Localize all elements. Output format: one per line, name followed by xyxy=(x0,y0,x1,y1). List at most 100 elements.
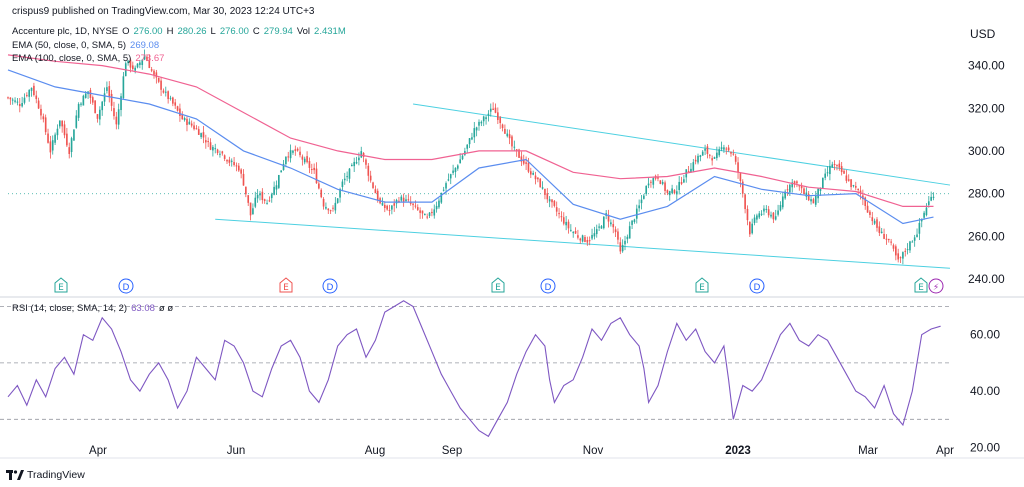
candle-body xyxy=(482,116,485,122)
candle-body xyxy=(675,191,678,195)
candle-body xyxy=(320,189,323,198)
candle-body xyxy=(887,238,890,241)
candle-body xyxy=(386,205,388,210)
candle-body xyxy=(381,202,384,206)
candle-body xyxy=(353,161,356,167)
event-marker-dividend: D xyxy=(749,278,765,294)
candle-body xyxy=(157,77,160,82)
candle-body xyxy=(932,196,935,198)
rsi-legend[interactable]: RSI (14, close, SMA, 14, 2) 63.08 ø ø xyxy=(12,303,177,314)
candle-body xyxy=(497,112,499,120)
candle-body xyxy=(878,226,881,233)
candle-body xyxy=(398,200,400,202)
candle-body xyxy=(96,114,99,119)
candle-body xyxy=(824,173,827,178)
candle-body xyxy=(829,165,831,175)
candle-body xyxy=(263,199,266,201)
candle-body xyxy=(282,163,285,171)
candle-body xyxy=(925,207,928,216)
candle-body xyxy=(600,226,603,229)
candle-body xyxy=(772,212,775,220)
publisher-line: crispus9 published on TradingView.com, M… xyxy=(12,6,315,17)
candle-body xyxy=(786,189,789,191)
candle-body xyxy=(77,104,80,118)
event-label: D xyxy=(545,283,552,293)
candle-body xyxy=(327,208,330,211)
ohlc-l: 276.00 xyxy=(219,26,249,37)
candle-body xyxy=(202,132,205,138)
candle-body xyxy=(579,238,582,241)
candle-body xyxy=(343,178,346,181)
candle-body xyxy=(873,220,876,224)
candle-body xyxy=(456,165,459,169)
candle-body xyxy=(713,157,716,159)
tradingview-footer[interactable]: TradingView xyxy=(6,469,85,481)
ohlc-h-label: H xyxy=(166,26,174,37)
candle-body xyxy=(172,97,174,104)
candle-body xyxy=(28,90,31,97)
ema50-legend[interactable]: EMA (50, close, 0, SMA, 5) 269.08 xyxy=(12,40,163,51)
candle-body xyxy=(424,214,426,216)
candle-body xyxy=(758,213,761,218)
candle-body xyxy=(857,189,859,191)
candle-body xyxy=(160,80,162,90)
event-marker-dividend: D xyxy=(540,278,556,294)
ema100-legend[interactable]: EMA (100, close, 0, SMA, 5) 273.67 xyxy=(12,53,168,64)
candle-body xyxy=(176,106,179,111)
candle-body xyxy=(341,181,344,188)
candle-body xyxy=(741,181,744,194)
candle-body xyxy=(228,159,231,163)
candle-body xyxy=(193,125,195,130)
candle-body xyxy=(51,140,54,151)
event-label: D xyxy=(327,283,334,293)
candle-body xyxy=(54,134,56,143)
x-tick-label: Sep xyxy=(442,445,462,457)
candle-body xyxy=(525,162,527,164)
candle-body xyxy=(16,101,19,103)
candle-body xyxy=(899,257,902,259)
candle-body xyxy=(58,120,61,127)
ohlc-c: 279.94 xyxy=(263,26,293,37)
candle-body xyxy=(753,217,756,223)
candle-body xyxy=(416,207,419,210)
candle-body xyxy=(635,208,638,219)
candle-body xyxy=(190,123,193,126)
candle-body xyxy=(508,134,511,139)
candle-body xyxy=(237,165,240,171)
candle-body xyxy=(325,206,327,209)
candle-body xyxy=(80,103,82,105)
candle-body xyxy=(725,148,728,150)
candle-body xyxy=(287,156,290,158)
candle-body xyxy=(14,100,16,102)
candle-body xyxy=(47,133,49,143)
candle-body xyxy=(699,155,702,157)
x-tick-label: Apr xyxy=(936,445,954,457)
candle-body xyxy=(91,97,94,103)
candle-body xyxy=(63,124,66,136)
candle-body xyxy=(845,175,848,181)
candle-body xyxy=(723,147,725,150)
candle-body xyxy=(468,138,471,145)
candle-body xyxy=(831,164,834,168)
candle-body xyxy=(836,165,838,167)
candle-body xyxy=(838,163,841,168)
channel-upper-line xyxy=(412,103,951,186)
earnings-icon xyxy=(54,277,68,293)
candle-body xyxy=(697,155,699,163)
candle-body xyxy=(273,186,275,195)
candle-body xyxy=(765,208,768,210)
x-tick-label: Apr xyxy=(89,445,107,457)
ema100-line xyxy=(7,54,934,207)
event-marker-dividend: D xyxy=(322,278,338,294)
candle-body xyxy=(82,95,85,106)
candle-body xyxy=(414,205,417,207)
candle-body xyxy=(805,192,808,197)
symbol-legend: Accenture plc, 1D, NYSE O 276.00 H 280.26 L 27… xyxy=(12,26,350,37)
candle-body xyxy=(393,203,396,206)
candle-body xyxy=(7,97,9,99)
candle-body xyxy=(245,186,247,195)
price-tick-label: 280.00 xyxy=(968,187,1005,201)
candle-body xyxy=(727,147,730,151)
candle-body xyxy=(18,104,21,107)
